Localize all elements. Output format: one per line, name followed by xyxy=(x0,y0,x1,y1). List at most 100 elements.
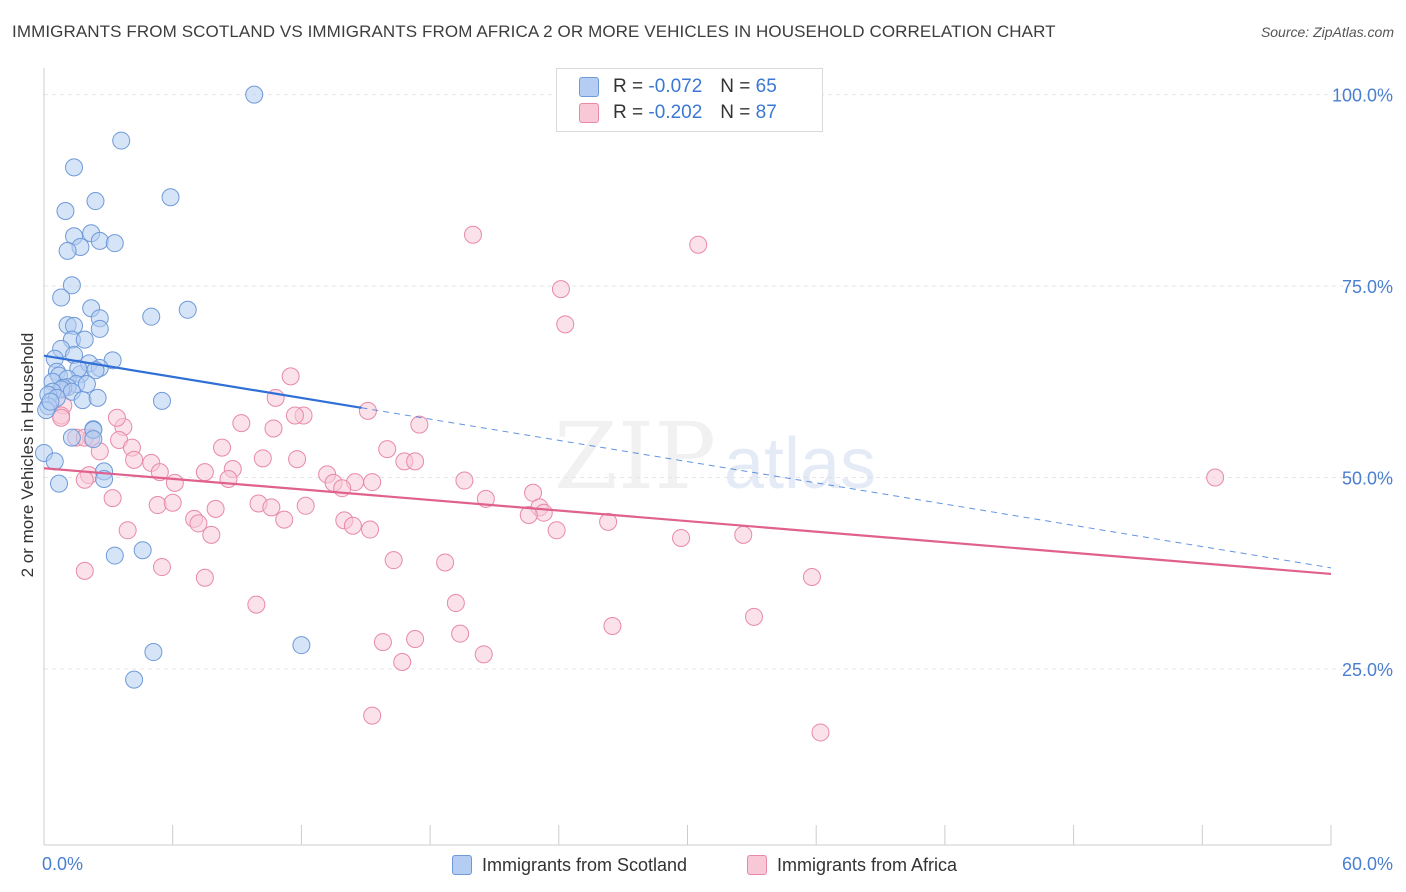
africa-point xyxy=(247,595,266,614)
scotland-point xyxy=(152,391,171,410)
scotland-point xyxy=(105,546,124,565)
scotland-point xyxy=(142,307,161,326)
africa-point xyxy=(464,225,482,244)
africa-point xyxy=(474,645,493,664)
africa-point xyxy=(148,496,167,515)
scotland-point xyxy=(112,131,131,150)
africa-point xyxy=(232,414,251,433)
africa-point xyxy=(802,568,821,587)
africa-point xyxy=(163,493,182,512)
watermark-zip: ZIP xyxy=(554,403,716,510)
scotland-point xyxy=(41,392,60,411)
scotland-point xyxy=(86,361,105,380)
africa-point xyxy=(52,408,71,427)
africa-point xyxy=(165,473,184,492)
legend-item-scotland: Immigrants from Scotland xyxy=(452,852,687,878)
n-value: 65 xyxy=(755,76,777,97)
africa-point xyxy=(285,406,304,425)
africa-point xyxy=(288,450,307,469)
scotland-point xyxy=(45,452,64,471)
scotland-point xyxy=(52,288,71,307)
africa-point xyxy=(455,471,474,490)
scotland-point xyxy=(65,158,84,177)
scotland-point xyxy=(90,231,109,250)
n-label: N = xyxy=(720,76,751,97)
africa-point xyxy=(547,521,566,540)
y-tick-label: 50.0% xyxy=(1342,468,1393,488)
africa-point xyxy=(551,280,570,299)
africa-point xyxy=(406,630,425,649)
scotland-point xyxy=(133,541,152,560)
r-value: -0.072 xyxy=(648,76,703,97)
source-label: Source: ZipAtlas.com xyxy=(1260,24,1394,40)
tick-labels: 25.0% 50.0% 75.0% 100.0% 0.0% 60.0% xyxy=(42,86,1393,874)
africa-point xyxy=(1206,468,1225,487)
africa-point xyxy=(363,706,382,725)
scotland-point xyxy=(50,474,69,493)
africa-point xyxy=(75,561,94,580)
r-value: -0.202 xyxy=(648,102,703,123)
africa-point xyxy=(253,449,272,468)
africa-point xyxy=(689,235,708,254)
scotland-point xyxy=(58,241,77,260)
watermark-atlas: atlas xyxy=(724,424,876,504)
africa-point xyxy=(384,551,403,570)
scotland-point xyxy=(90,319,109,338)
y-tick-label: 25.0% xyxy=(1342,660,1393,680)
africa-point xyxy=(519,505,538,524)
africa-point xyxy=(275,510,294,529)
scotland-point xyxy=(75,330,94,349)
x-tick-label-max: 60.0% xyxy=(1342,854,1393,874)
africa-point xyxy=(393,653,412,672)
y-tick-label: 100.0% xyxy=(1332,86,1393,106)
africa-point xyxy=(361,520,380,539)
n-label: N = xyxy=(720,102,751,123)
africa-point xyxy=(556,315,575,334)
africa-point xyxy=(206,499,225,518)
pink-swatch xyxy=(747,855,767,875)
scotland-point xyxy=(88,388,107,407)
r-label: R = xyxy=(613,76,644,97)
africa-point xyxy=(195,568,214,587)
scotland-point xyxy=(56,202,75,221)
r-label: R = xyxy=(613,102,644,123)
africa-point xyxy=(363,473,382,492)
x-tick-label-min: 0.0% xyxy=(42,854,83,874)
scotland-point xyxy=(95,470,114,489)
africa-point xyxy=(446,594,465,613)
africa-point xyxy=(603,617,622,636)
africa-point xyxy=(152,558,171,577)
scotland-point xyxy=(77,375,96,394)
africa-point xyxy=(744,607,763,626)
africa-trend-line xyxy=(43,467,1332,576)
trend-lines xyxy=(43,354,1332,576)
legend-row-africa: R = -0.202 N = 87 xyxy=(579,100,777,126)
scotland-point xyxy=(144,643,163,662)
scotland-trend-line xyxy=(43,354,362,409)
africa-point xyxy=(534,503,553,522)
africa-point xyxy=(213,438,232,457)
scotland-point xyxy=(178,300,197,319)
chart-title: IMMIGRANTS FROM SCOTLAND VS IMMIGRANTS F… xyxy=(12,22,1056,41)
scotland-point xyxy=(105,234,124,253)
africa-point xyxy=(202,525,221,544)
africa-point xyxy=(281,367,300,386)
blue-swatch xyxy=(452,855,472,875)
africa-point xyxy=(811,723,830,742)
scotland-point xyxy=(292,636,311,655)
africa-point xyxy=(406,452,425,471)
scotland-point xyxy=(125,670,144,689)
africa-point xyxy=(195,463,214,482)
africa-point xyxy=(599,512,618,531)
scotland-point xyxy=(161,188,180,207)
africa-point xyxy=(358,401,377,420)
africa-point xyxy=(125,450,144,469)
africa-point xyxy=(264,419,283,438)
legend-label-scotland: Immigrants from Scotland xyxy=(482,854,688,875)
scotland-point xyxy=(62,428,81,447)
series-scotland-points xyxy=(35,85,311,689)
grid-lines xyxy=(44,94,1391,670)
scotland-trend-extension xyxy=(361,407,1332,569)
africa-point xyxy=(262,498,281,517)
